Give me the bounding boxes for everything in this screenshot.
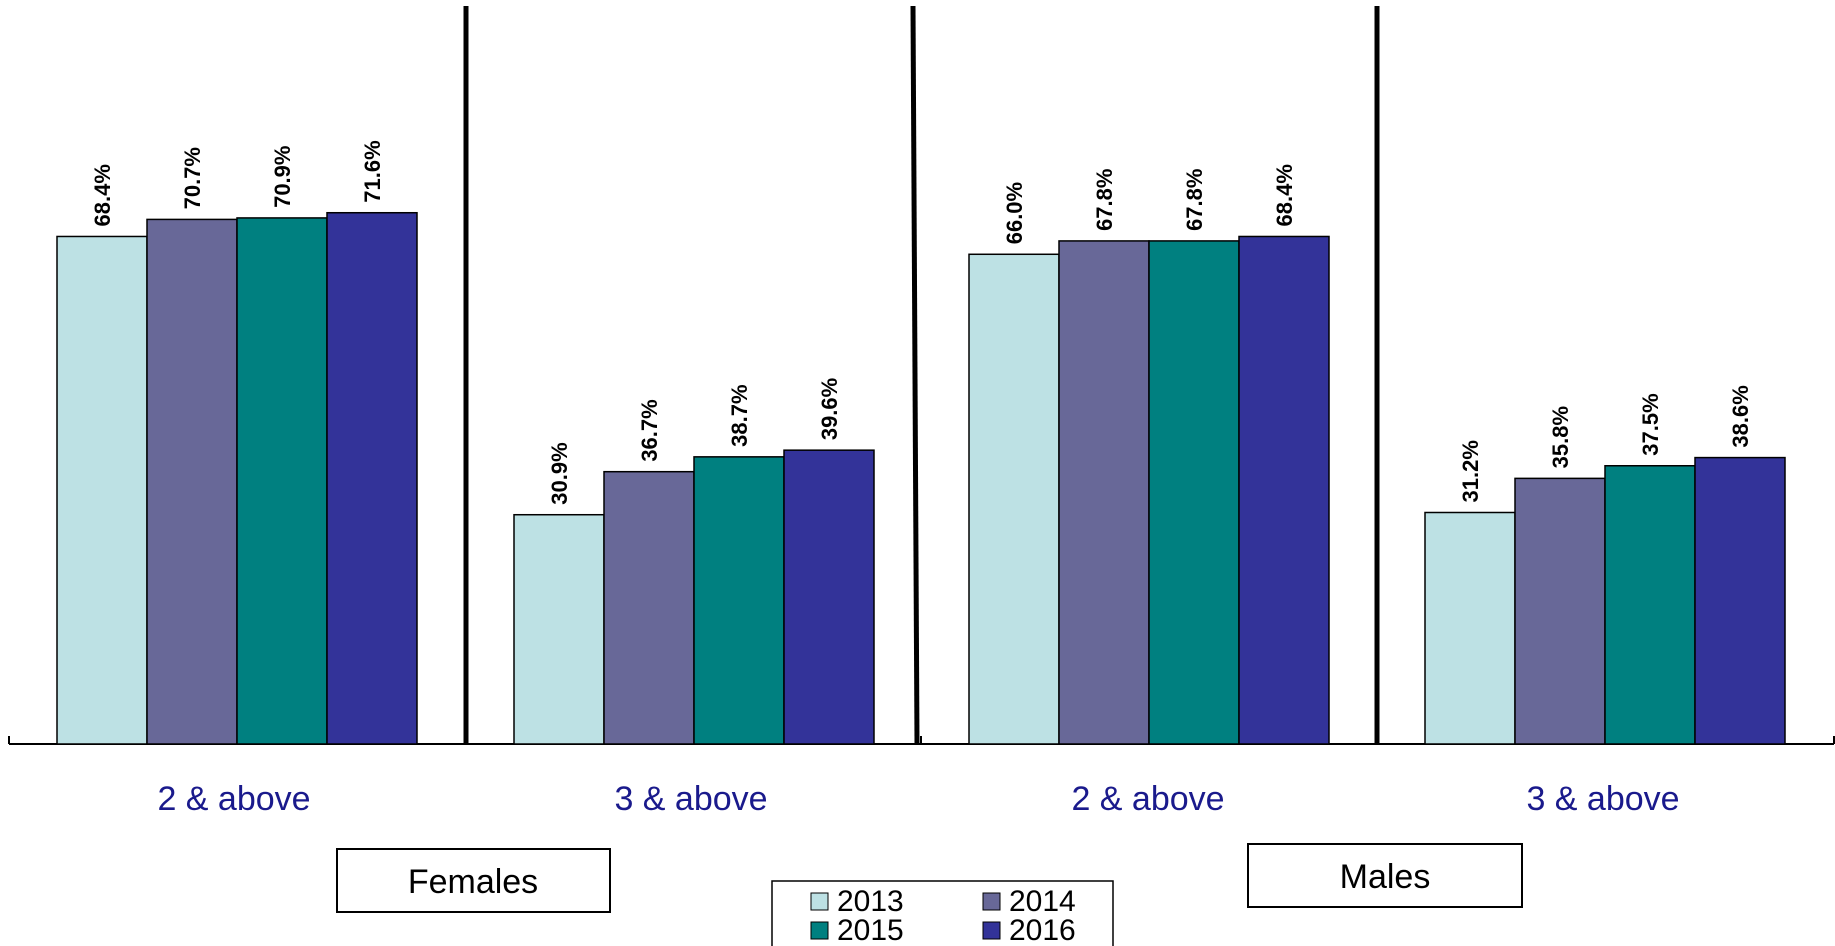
bar-2014-3 xyxy=(1058,240,1150,745)
data-label: 70.7% xyxy=(180,147,205,209)
category-label: 2 & above xyxy=(157,780,310,818)
legend-swatch xyxy=(810,892,829,911)
data-label: 39.6% xyxy=(817,378,842,440)
bar-2016-4 xyxy=(1694,456,1786,745)
data-label: 67.8% xyxy=(1092,169,1117,231)
category-divider xyxy=(910,5,920,745)
data-label: 66.0% xyxy=(1002,182,1027,244)
data-label: 35.8% xyxy=(1548,406,1573,468)
bar-2013-2 xyxy=(513,513,605,745)
legend-label: 2013 xyxy=(837,885,904,918)
category-label: 3 & above xyxy=(614,780,767,818)
category-label: 3 & above xyxy=(1526,780,1679,818)
bar-2015-4 xyxy=(1604,465,1696,745)
legend-label: 2014 xyxy=(1009,885,1076,918)
bar-2016-2 xyxy=(783,449,875,745)
group-label-females-box: Females xyxy=(336,848,611,913)
legend-label: 2015 xyxy=(837,914,904,946)
data-label: 31.2% xyxy=(1458,440,1483,502)
bar-2015-1 xyxy=(236,217,328,745)
group-label-females: Females xyxy=(408,863,538,901)
legend-swatch xyxy=(982,921,1001,940)
data-label: 37.5% xyxy=(1638,393,1663,455)
data-label: 68.4% xyxy=(90,164,115,226)
data-label: 70.9% xyxy=(270,146,295,208)
group-label-males-box: Males xyxy=(1247,843,1523,908)
data-label: 36.7% xyxy=(637,399,662,461)
data-label: 38.6% xyxy=(1728,385,1753,447)
legend-swatch xyxy=(810,921,829,940)
legend-label: 2016 xyxy=(1009,914,1076,946)
data-label: 67.8% xyxy=(1182,169,1207,231)
data-label: 38.7% xyxy=(727,384,752,446)
legend: 2013 2014 2015 2016 xyxy=(771,880,1114,946)
data-label: 71.6% xyxy=(360,140,385,202)
bar-2015-3 xyxy=(1148,240,1240,745)
data-label: 68.4% xyxy=(1272,164,1297,226)
bar-2014-1 xyxy=(146,218,238,745)
bar-2016-3 xyxy=(1238,235,1330,745)
group-label-males: Males xyxy=(1340,858,1431,896)
bar-2016-1 xyxy=(326,211,418,745)
bar-2013-3 xyxy=(968,253,1060,745)
bar-2014-2 xyxy=(603,470,695,745)
category-label: 2 & above xyxy=(1071,780,1224,818)
bar-2013-1 xyxy=(56,235,148,745)
bar-2014-4 xyxy=(1514,477,1606,745)
bar-2015-2 xyxy=(693,456,785,745)
legend-swatch xyxy=(982,892,1001,911)
data-label: 30.9% xyxy=(547,442,572,504)
bar-2013-4 xyxy=(1424,511,1516,745)
